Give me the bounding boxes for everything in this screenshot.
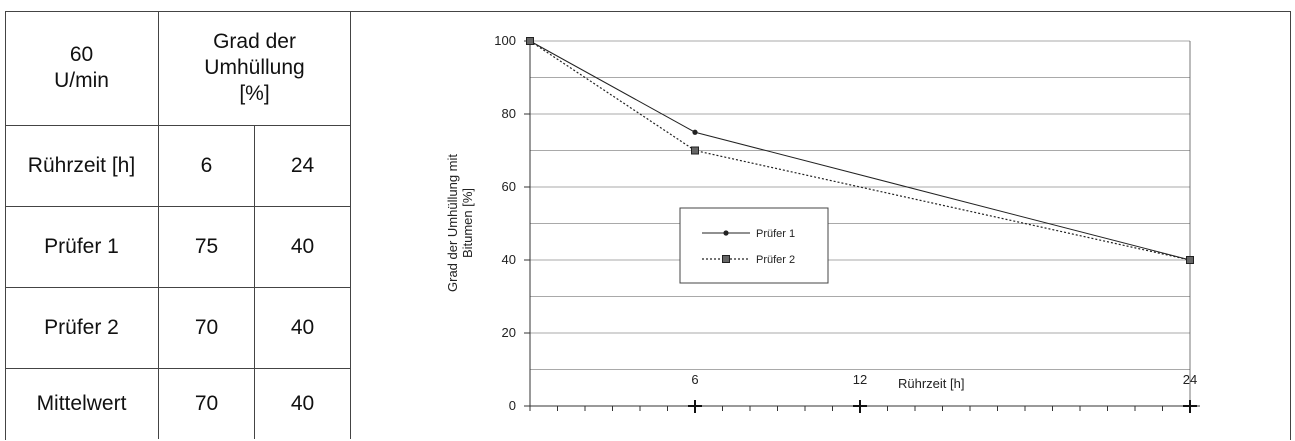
cell-6h: 70 <box>158 286 255 369</box>
table-header-line3: [%] <box>239 81 270 105</box>
table-header-line2: Umhüllung <box>204 55 305 79</box>
y-tick-label: 60 <box>502 179 516 194</box>
cell-24h: 40 <box>254 367 351 439</box>
legend-marker <box>723 230 729 236</box>
table-row: Prüfer 2 70 40 <box>5 286 351 369</box>
x-axis-title: Rührzeit [h] <box>898 376 964 391</box>
row-label: Mittelwert <box>5 367 159 439</box>
legend-label: Prüfer 1 <box>756 228 795 240</box>
data-table: 60 U/min Grad der Umhüllung [%] Rührzeit… <box>5 11 351 439</box>
table-row: Prüfer 1 75 40 <box>5 205 351 288</box>
table-header-line1: Grad der <box>213 29 296 53</box>
cell-6h: 6 <box>158 124 255 207</box>
y-tick-label: 80 <box>502 106 516 121</box>
data-point <box>692 129 698 135</box>
y-tick-labels: 0 20 40 60 80 100 <box>494 33 516 413</box>
cell-24h: 24 <box>254 124 351 207</box>
table-header-cell: Grad der Umhüllung [%] <box>158 11 351 126</box>
cell-6h: 75 <box>158 205 255 288</box>
x-tick-labels: 6 12 24 <box>691 372 1197 387</box>
table-header-row: 60 U/min Grad der Umhüllung [%] <box>5 11 351 126</box>
row-label: Prüfer 1 <box>5 205 159 288</box>
y-tick-label: 40 <box>502 252 516 267</box>
data-point <box>691 146 699 155</box>
table-row: Mittelwert 70 40 <box>5 367 351 439</box>
table-corner-cell: 60 U/min <box>5 11 159 126</box>
table-corner-line1: 60 <box>69 42 94 66</box>
line-chart: 0 20 40 60 80 100 6 12 24 Rührzeit [h] Grad der… <box>445 33 1200 413</box>
y-tick-label: 0 <box>509 398 516 413</box>
legend-marker <box>722 255 730 263</box>
cell-24h: 40 <box>254 286 351 369</box>
table-corner-line2: U/min <box>54 68 109 92</box>
series-line <box>529 40 1191 261</box>
x-tick-label: 24 <box>1183 372 1197 387</box>
data-point <box>1186 256 1194 264</box>
row-label: Rührzeit [h] <box>5 124 159 207</box>
y-axis-title: Grad der Umhüllung mit Bitumen [%] <box>445 154 475 292</box>
chart-axes <box>524 40 1200 413</box>
chart-grid <box>530 40 1190 370</box>
y-axis-title-line2: Bitumen [%] <box>460 188 475 258</box>
y-tick-label: 20 <box>502 325 516 340</box>
cell-24h: 40 <box>254 205 351 288</box>
legend-label: Prüfer 2 <box>756 254 795 266</box>
chart-series <box>526 37 1194 264</box>
x-tick-label: 12 <box>853 372 867 387</box>
table-row: Rührzeit [h] 6 24 <box>5 124 351 207</box>
data-point <box>526 37 534 45</box>
y-axis-title-line1: Grad der Umhüllung mit <box>445 154 460 292</box>
chart-legend: Prüfer 1 Prüfer 2 <box>679 207 829 284</box>
row-label: Prüfer 2 <box>5 286 159 369</box>
x-tick-label: 6 <box>691 372 698 387</box>
cell-6h: 70 <box>158 367 255 439</box>
legend-box <box>679 207 829 284</box>
y-tick-label: 100 <box>494 33 516 48</box>
